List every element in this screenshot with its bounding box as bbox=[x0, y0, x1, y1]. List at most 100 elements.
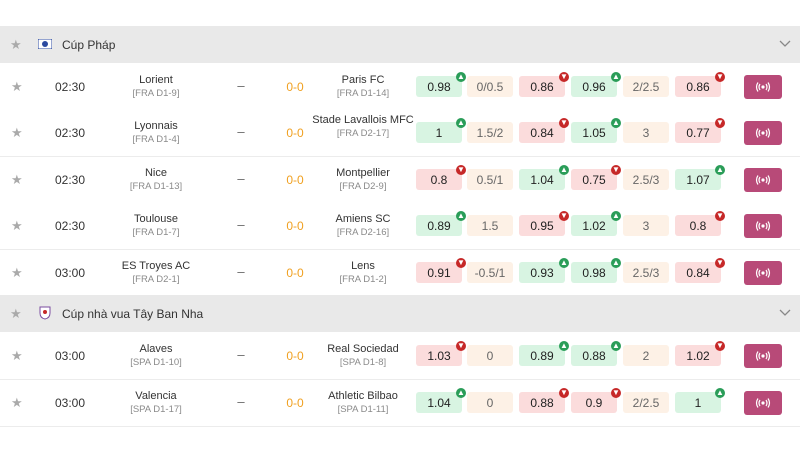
odds-cell[interactable]: 2/2.5 bbox=[623, 392, 669, 413]
odds-cell[interactable]: 1.04 ▲ bbox=[519, 165, 569, 190]
match-row[interactable]: ★ 03:00 Alaves [SPA D1-10] – 0-0 Real Sociedad… bbox=[0, 333, 800, 380]
odds-cell[interactable]: 0.89 ▲ bbox=[519, 341, 569, 366]
odds-cell[interactable]: 0.98 ▲ bbox=[571, 258, 621, 283]
odds-value: 2.5/3 bbox=[632, 265, 660, 280]
away-team[interactable]: Paris FC [FRA D1-14] bbox=[310, 74, 416, 100]
home-team[interactable]: Nice [FRA D1-13] bbox=[96, 167, 216, 193]
away-team[interactable]: Montpellier [FRA D2-9] bbox=[310, 167, 416, 193]
away-team[interactable]: Real Sociedad [SPA D1-8] bbox=[310, 343, 416, 369]
odds-cell[interactable]: 1.05 ▲ bbox=[571, 118, 621, 143]
odds-cell[interactable]: 0.9 ▼ bbox=[571, 388, 621, 413]
chevron-down-icon[interactable] bbox=[778, 37, 792, 51]
odds-cell[interactable]: 0.75 ▼ bbox=[571, 165, 621, 190]
home-team[interactable]: Lyonnais [FRA D1-4] bbox=[96, 120, 216, 146]
odds-value: 3 bbox=[642, 125, 650, 140]
live-stream-button[interactable] bbox=[744, 344, 782, 368]
odds-cell[interactable]: 1 ▲ bbox=[416, 118, 466, 143]
odds-cell[interactable]: 2.5/3 bbox=[623, 169, 669, 190]
odds-value: 0.9 bbox=[585, 395, 603, 410]
star-icon[interactable]: ★ bbox=[11, 125, 23, 140]
odds-cell[interactable]: 0 bbox=[467, 345, 513, 366]
odds-cell[interactable]: 3 bbox=[623, 122, 669, 143]
star-icon[interactable]: ★ bbox=[11, 79, 23, 94]
home-team[interactable]: Lorient [FRA D1-9] bbox=[96, 74, 216, 100]
odds-value: 1.03 bbox=[427, 348, 451, 363]
star-icon[interactable]: ★ bbox=[11, 218, 23, 233]
odds-cell[interactable]: 0.88 ▲ bbox=[571, 341, 621, 366]
separator-dash: – bbox=[237, 171, 245, 186]
home-team-rank: [FRA D1-4] bbox=[132, 134, 180, 145]
odds-cell[interactable]: 0.86 ▼ bbox=[675, 72, 725, 97]
odds-cell[interactable]: 1.07 ▲ bbox=[675, 165, 725, 190]
odds-cell[interactable]: 0.88 ▼ bbox=[519, 388, 569, 413]
home-team-name: Lorient bbox=[139, 74, 173, 86]
odds-cell[interactable]: 1 ▲ bbox=[675, 388, 725, 413]
odds-value: 0.89 bbox=[530, 348, 554, 363]
odds-cell[interactable]: 0/0.5 bbox=[467, 76, 513, 97]
odds-cell[interactable]: 0.84 ▼ bbox=[519, 118, 569, 143]
live-stream-button[interactable] bbox=[744, 121, 782, 145]
odds-cell[interactable]: 0.95 ▼ bbox=[519, 211, 569, 236]
chevron-down-icon[interactable] bbox=[778, 306, 792, 320]
match-row[interactable]: ★ 03:00 Valencia [SPA D1-17] – 0-0 Athletic Bi… bbox=[0, 380, 800, 427]
odds-cell[interactable]: 1.02 ▲ bbox=[571, 211, 621, 236]
live-stream-button[interactable] bbox=[744, 391, 782, 415]
live-stream-button[interactable] bbox=[744, 214, 782, 238]
match-row[interactable]: ★ 03:00 ES Troyes AC [FRA D2-1] – 0-0 Lens [FRA… bbox=[0, 250, 800, 297]
away-team-rank: [FRA D2-17] bbox=[336, 128, 390, 139]
odds-value: 0.98 bbox=[427, 79, 451, 94]
odds-cell[interactable]: 0.86 ▼ bbox=[519, 72, 569, 97]
odds-value: 1.07 bbox=[686, 172, 710, 187]
odds-cell[interactable]: 2/2.5 bbox=[623, 76, 669, 97]
odds-cell[interactable]: 1.02 ▼ bbox=[675, 341, 725, 366]
odds-cell[interactable]: 2.5/3 bbox=[623, 262, 669, 283]
odds-cell[interactable]: 0.5/1 bbox=[467, 169, 513, 190]
odds-cell[interactable]: 0.84 ▼ bbox=[675, 258, 725, 283]
home-team[interactable]: ES Troyes AC [FRA D2-1] bbox=[96, 260, 216, 286]
odds-cell[interactable]: 0.77 ▼ bbox=[675, 118, 725, 143]
odds-cell[interactable]: -0.5/1 bbox=[467, 262, 513, 283]
star-icon[interactable]: ★ bbox=[11, 265, 23, 280]
odds-cell[interactable]: 0.8 ▼ bbox=[416, 165, 466, 190]
home-team[interactable]: Alaves [SPA D1-10] bbox=[96, 343, 216, 369]
league-header[interactable]: ★ Cúp Pháp bbox=[0, 26, 800, 63]
odds-cell[interactable]: 3 bbox=[623, 215, 669, 236]
odds-cell[interactable]: 0.89 ▲ bbox=[416, 211, 466, 236]
star-icon[interactable]: ★ bbox=[11, 395, 23, 410]
odds-cell[interactable]: 2 bbox=[623, 345, 669, 366]
star-icon[interactable]: ★ bbox=[11, 172, 23, 187]
away-team-name: Amiens SC bbox=[335, 213, 391, 225]
match-row[interactable]: ★ 02:30 Lyonnais [FRA D1-4] – 0-0 Stade Lavall… bbox=[0, 110, 800, 157]
odds-cell[interactable]: 0.98 ▲ bbox=[416, 72, 466, 97]
home-team[interactable]: Toulouse [FRA D1-7] bbox=[96, 213, 216, 239]
away-team[interactable]: Amiens SC [FRA D2-16] bbox=[310, 213, 416, 239]
star-icon[interactable]: ★ bbox=[11, 348, 23, 363]
odds-cell[interactable]: 0 bbox=[467, 392, 513, 413]
home-team-name: Lyonnais bbox=[134, 120, 178, 132]
arrow-up-icon: ▲ bbox=[611, 258, 621, 268]
match-row[interactable]: ★ 02:30 Toulouse [FRA D1-7] – 0-0 Amiens SC [FR… bbox=[0, 203, 800, 250]
live-stream-button[interactable] bbox=[744, 75, 782, 99]
away-team[interactable]: Athletic Bilbao [SPA D1-11] bbox=[310, 390, 416, 416]
league-header[interactable]: ★ Cúp nhà vua Tây Ban Nha bbox=[0, 295, 800, 332]
odds-cell[interactable]: 0.91 ▼ bbox=[416, 258, 466, 283]
odds-cell[interactable]: 0.93 ▲ bbox=[519, 258, 569, 283]
odds-cell[interactable]: 1.5 bbox=[467, 215, 513, 236]
odds-value: 2/2.5 bbox=[632, 79, 660, 94]
star-icon[interactable]: ★ bbox=[10, 306, 22, 321]
star-icon[interactable]: ★ bbox=[10, 37, 22, 52]
odds-cell[interactable]: 0.8 ▼ bbox=[675, 211, 725, 236]
odds-cell[interactable]: 1.04 ▲ bbox=[416, 388, 466, 413]
live-broadcast-icon bbox=[755, 268, 771, 278]
odds-value: 0.95 bbox=[530, 218, 554, 233]
odds-cell[interactable]: 1.03 ▼ bbox=[416, 341, 466, 366]
odds-cell[interactable]: 1.5/2 bbox=[467, 122, 513, 143]
away-team[interactable]: Stade Lavallois MFC [FRA D2-17] bbox=[310, 114, 416, 140]
away-team[interactable]: Lens [FRA D1-2] bbox=[310, 260, 416, 286]
live-stream-button[interactable] bbox=[744, 261, 782, 285]
live-stream-button[interactable] bbox=[744, 168, 782, 192]
match-row[interactable]: ★ 02:30 Nice [FRA D1-13] – 0-0 Montpellier [FRA… bbox=[0, 157, 800, 204]
match-row[interactable]: ★ 02:30 Lorient [FRA D1-9] – 0-0 Paris FC [FRA … bbox=[0, 64, 800, 111]
odds-cell[interactable]: 0.96 ▲ bbox=[571, 72, 621, 97]
home-team[interactable]: Valencia [SPA D1-17] bbox=[96, 390, 216, 416]
